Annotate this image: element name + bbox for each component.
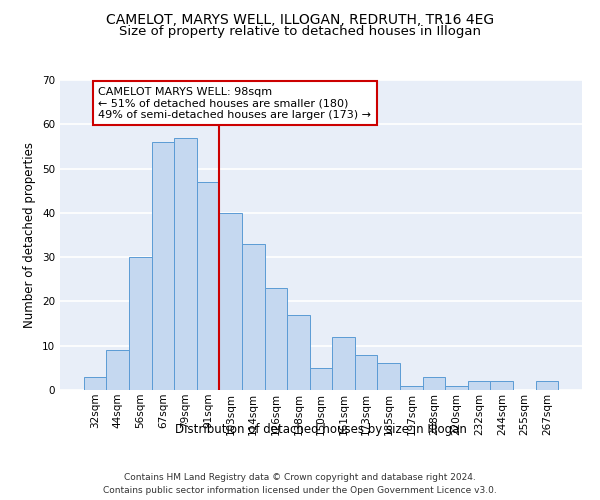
Text: Contains public sector information licensed under the Open Government Licence v3: Contains public sector information licen… xyxy=(103,486,497,495)
Bar xyxy=(220,213,242,390)
Bar xyxy=(174,138,197,390)
Text: Contains HM Land Registry data © Crown copyright and database right 2024.: Contains HM Land Registry data © Crown c… xyxy=(124,472,476,482)
Bar xyxy=(445,386,468,390)
Bar xyxy=(84,376,106,390)
Text: Size of property relative to detached houses in Illogan: Size of property relative to detached ho… xyxy=(119,25,481,38)
Bar xyxy=(265,288,287,390)
Text: Distribution of detached houses by size in Illogan: Distribution of detached houses by size … xyxy=(175,422,467,436)
Bar xyxy=(355,354,377,390)
Bar xyxy=(197,182,220,390)
Bar xyxy=(310,368,332,390)
Text: CAMELOT, MARYS WELL, ILLOGAN, REDRUTH, TR16 4EG: CAMELOT, MARYS WELL, ILLOGAN, REDRUTH, T… xyxy=(106,12,494,26)
Y-axis label: Number of detached properties: Number of detached properties xyxy=(23,142,37,328)
Bar xyxy=(468,381,490,390)
Bar xyxy=(152,142,174,390)
Bar xyxy=(129,257,152,390)
Bar xyxy=(490,381,513,390)
Bar xyxy=(536,381,558,390)
Bar xyxy=(106,350,129,390)
Bar xyxy=(377,364,400,390)
Bar xyxy=(422,376,445,390)
Bar xyxy=(400,386,422,390)
Bar xyxy=(332,337,355,390)
Bar xyxy=(242,244,265,390)
Bar xyxy=(287,314,310,390)
Text: CAMELOT MARYS WELL: 98sqm
← 51% of detached houses are smaller (180)
49% of semi: CAMELOT MARYS WELL: 98sqm ← 51% of detac… xyxy=(98,86,371,120)
